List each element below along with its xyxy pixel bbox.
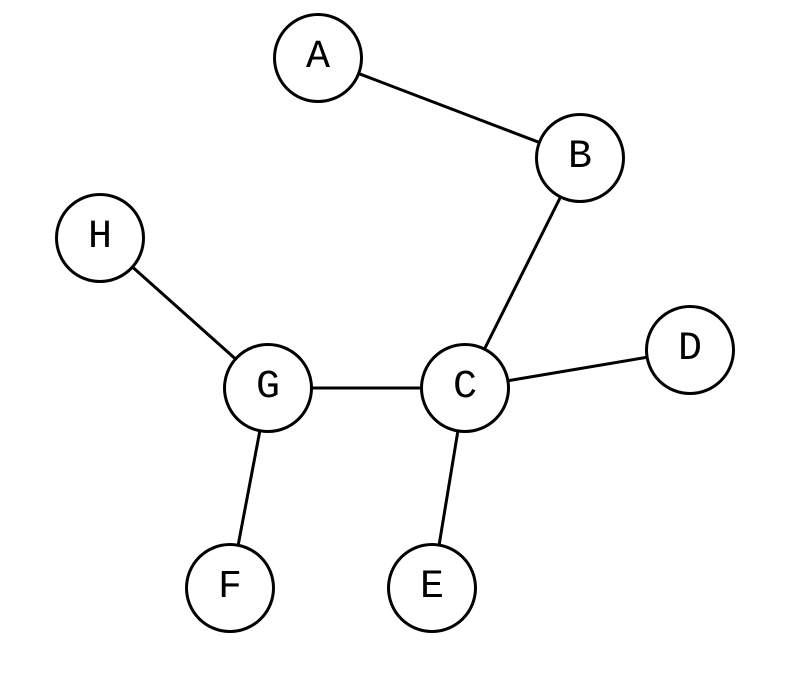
edge-C-E — [439, 432, 457, 543]
node-G: G — [223, 343, 313, 433]
node-label-G: G — [256, 368, 280, 408]
network-diagram: A B H G C D F E — [0, 0, 800, 673]
node-label-F: F — [218, 568, 242, 608]
node-B: B — [535, 113, 625, 203]
node-F: F — [185, 543, 275, 633]
node-C: C — [420, 343, 510, 433]
node-H: H — [55, 193, 145, 283]
node-A: A — [273, 13, 363, 103]
node-D: D — [645, 305, 735, 395]
edge-C-D — [509, 357, 645, 380]
node-label-C: C — [453, 368, 477, 408]
node-label-E: E — [420, 568, 444, 608]
edge-B-C — [485, 198, 560, 348]
node-E: E — [387, 543, 477, 633]
node-label-H: H — [88, 218, 112, 258]
edge-A-B — [360, 74, 538, 142]
node-label-A: A — [306, 38, 330, 78]
node-label-D: D — [678, 330, 702, 370]
node-label-B: B — [568, 138, 592, 178]
edge-G-F — [238, 432, 259, 544]
edge-G-H — [134, 268, 235, 358]
